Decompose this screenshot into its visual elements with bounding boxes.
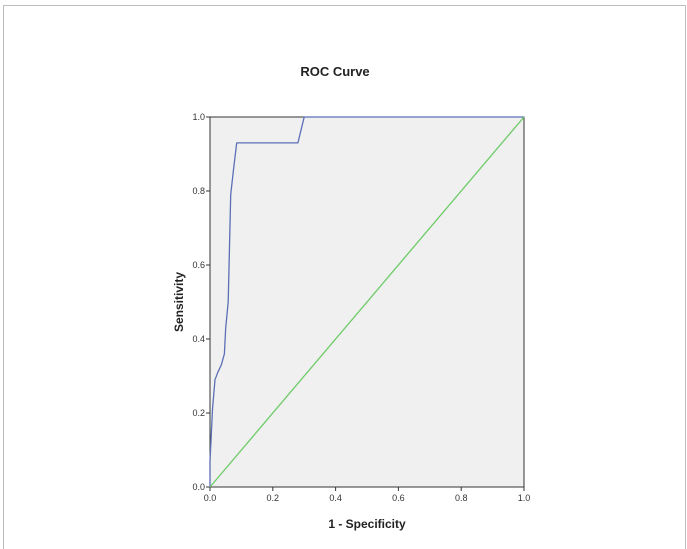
y-tick-label: 0.0 xyxy=(192,482,205,492)
x-tick-label: 0.6 xyxy=(392,493,405,503)
y-axis-ticks: 0.0 0.2 0.4 0.6 0.8 1.0 xyxy=(192,112,210,492)
x-tick-label: 0.2 xyxy=(267,493,280,503)
x-tick-label: 1.0 xyxy=(518,493,531,503)
x-tick-label: 0.4 xyxy=(329,493,342,503)
y-tick-label: 0.6 xyxy=(192,260,205,270)
y-tick-label: 1.0 xyxy=(192,112,205,122)
y-tick-label: 0.4 xyxy=(192,334,205,344)
x-axis-ticks: 0.0 0.2 0.4 0.6 0.8 1.0 xyxy=(204,487,531,503)
x-tick-label: 0.0 xyxy=(204,493,217,503)
y-tick-label: 0.8 xyxy=(192,186,205,196)
x-tick-label: 0.8 xyxy=(455,493,468,503)
y-tick-label: 0.2 xyxy=(192,408,205,418)
series-layer xyxy=(209,116,525,488)
x-axis-label: 1 - Specificity xyxy=(328,517,406,531)
y-axis-label: Sensitivity xyxy=(172,272,186,332)
chart-title: ROC Curve xyxy=(300,64,369,79)
roc-curve-line xyxy=(209,116,524,487)
reference-diagonal-line xyxy=(209,116,525,488)
